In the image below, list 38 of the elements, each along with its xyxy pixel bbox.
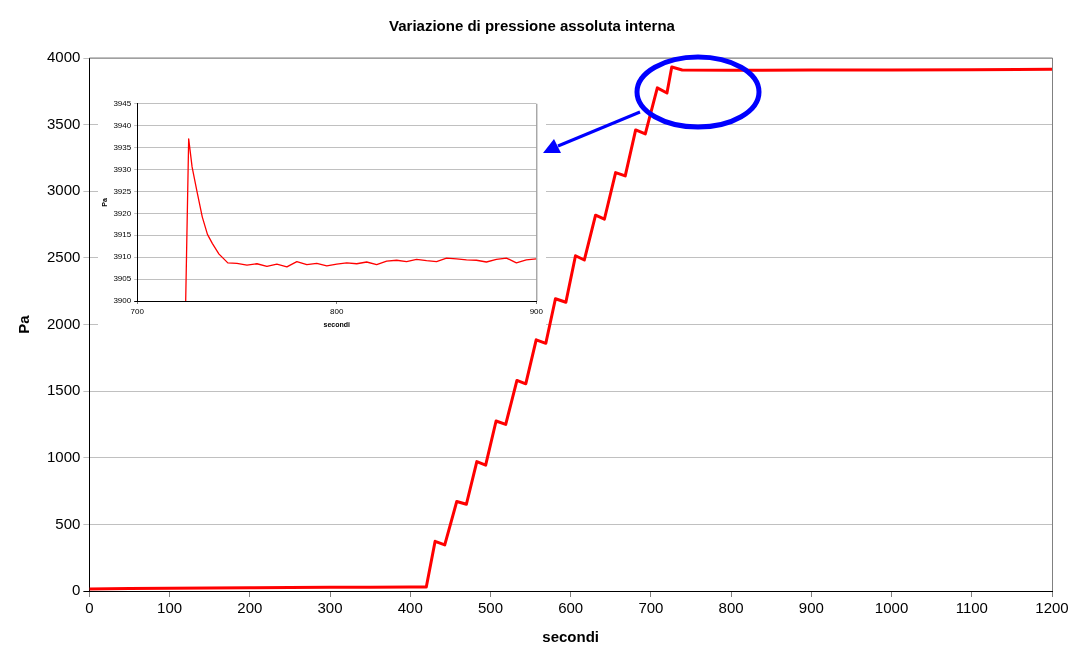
x-tick-label: 400	[397, 599, 423, 617]
y-tick-label: 500	[55, 514, 81, 532]
chart-title: Variazione di pressione assoluta interna	[389, 17, 676, 35]
x-tick-label: 1200	[1035, 599, 1069, 617]
y-tick-label: 3000	[46, 181, 81, 199]
y-tick-label: 3900	[113, 296, 132, 306]
y-tick-label: 3905	[113, 274, 132, 284]
x-tick-label: 1000	[874, 599, 909, 617]
y-tick-label: 0	[72, 581, 81, 599]
y-tick-label: 3945	[113, 99, 132, 108]
x-tick-label: 200	[237, 599, 263, 617]
y-tick-label: 3500	[46, 114, 81, 132]
y-tick-label: 3920	[113, 208, 132, 218]
x-tick-label: 300	[317, 599, 343, 617]
y-tick-label: 2000	[46, 314, 81, 332]
x-axis-title: secondi	[542, 628, 600, 646]
y-tick-label: 3935	[113, 142, 132, 152]
x-tick-label: 100	[157, 599, 183, 617]
x-tick-label: 900	[798, 599, 824, 617]
x-tick-label: 0	[85, 599, 94, 617]
x-tick-label: 700	[638, 599, 664, 617]
y-tick-label: 3925	[113, 186, 132, 196]
x-tick-label: 500	[477, 599, 503, 617]
x-tick-label: 700	[130, 307, 145, 316]
x-tick-label: 1100	[955, 599, 988, 617]
y-tick-label: 1500	[46, 381, 81, 399]
y-tick-label: 4000	[46, 48, 81, 66]
y-tick-label: 2500	[46, 248, 81, 266]
x-tick-label: 900	[529, 307, 544, 316]
y-tick-label: 3910	[113, 252, 132, 262]
x-tick-label: 600	[558, 599, 584, 617]
y-tick-label: 1000	[46, 447, 81, 465]
y-tick-label: 3930	[113, 164, 132, 174]
y-tick-label: 3940	[113, 120, 132, 130]
x-tick-label: 800	[718, 599, 744, 617]
x-tick-label: 800	[330, 307, 344, 316]
y-tick-label: 3915	[113, 230, 132, 240]
y-axis-title: Pa	[15, 314, 33, 334]
